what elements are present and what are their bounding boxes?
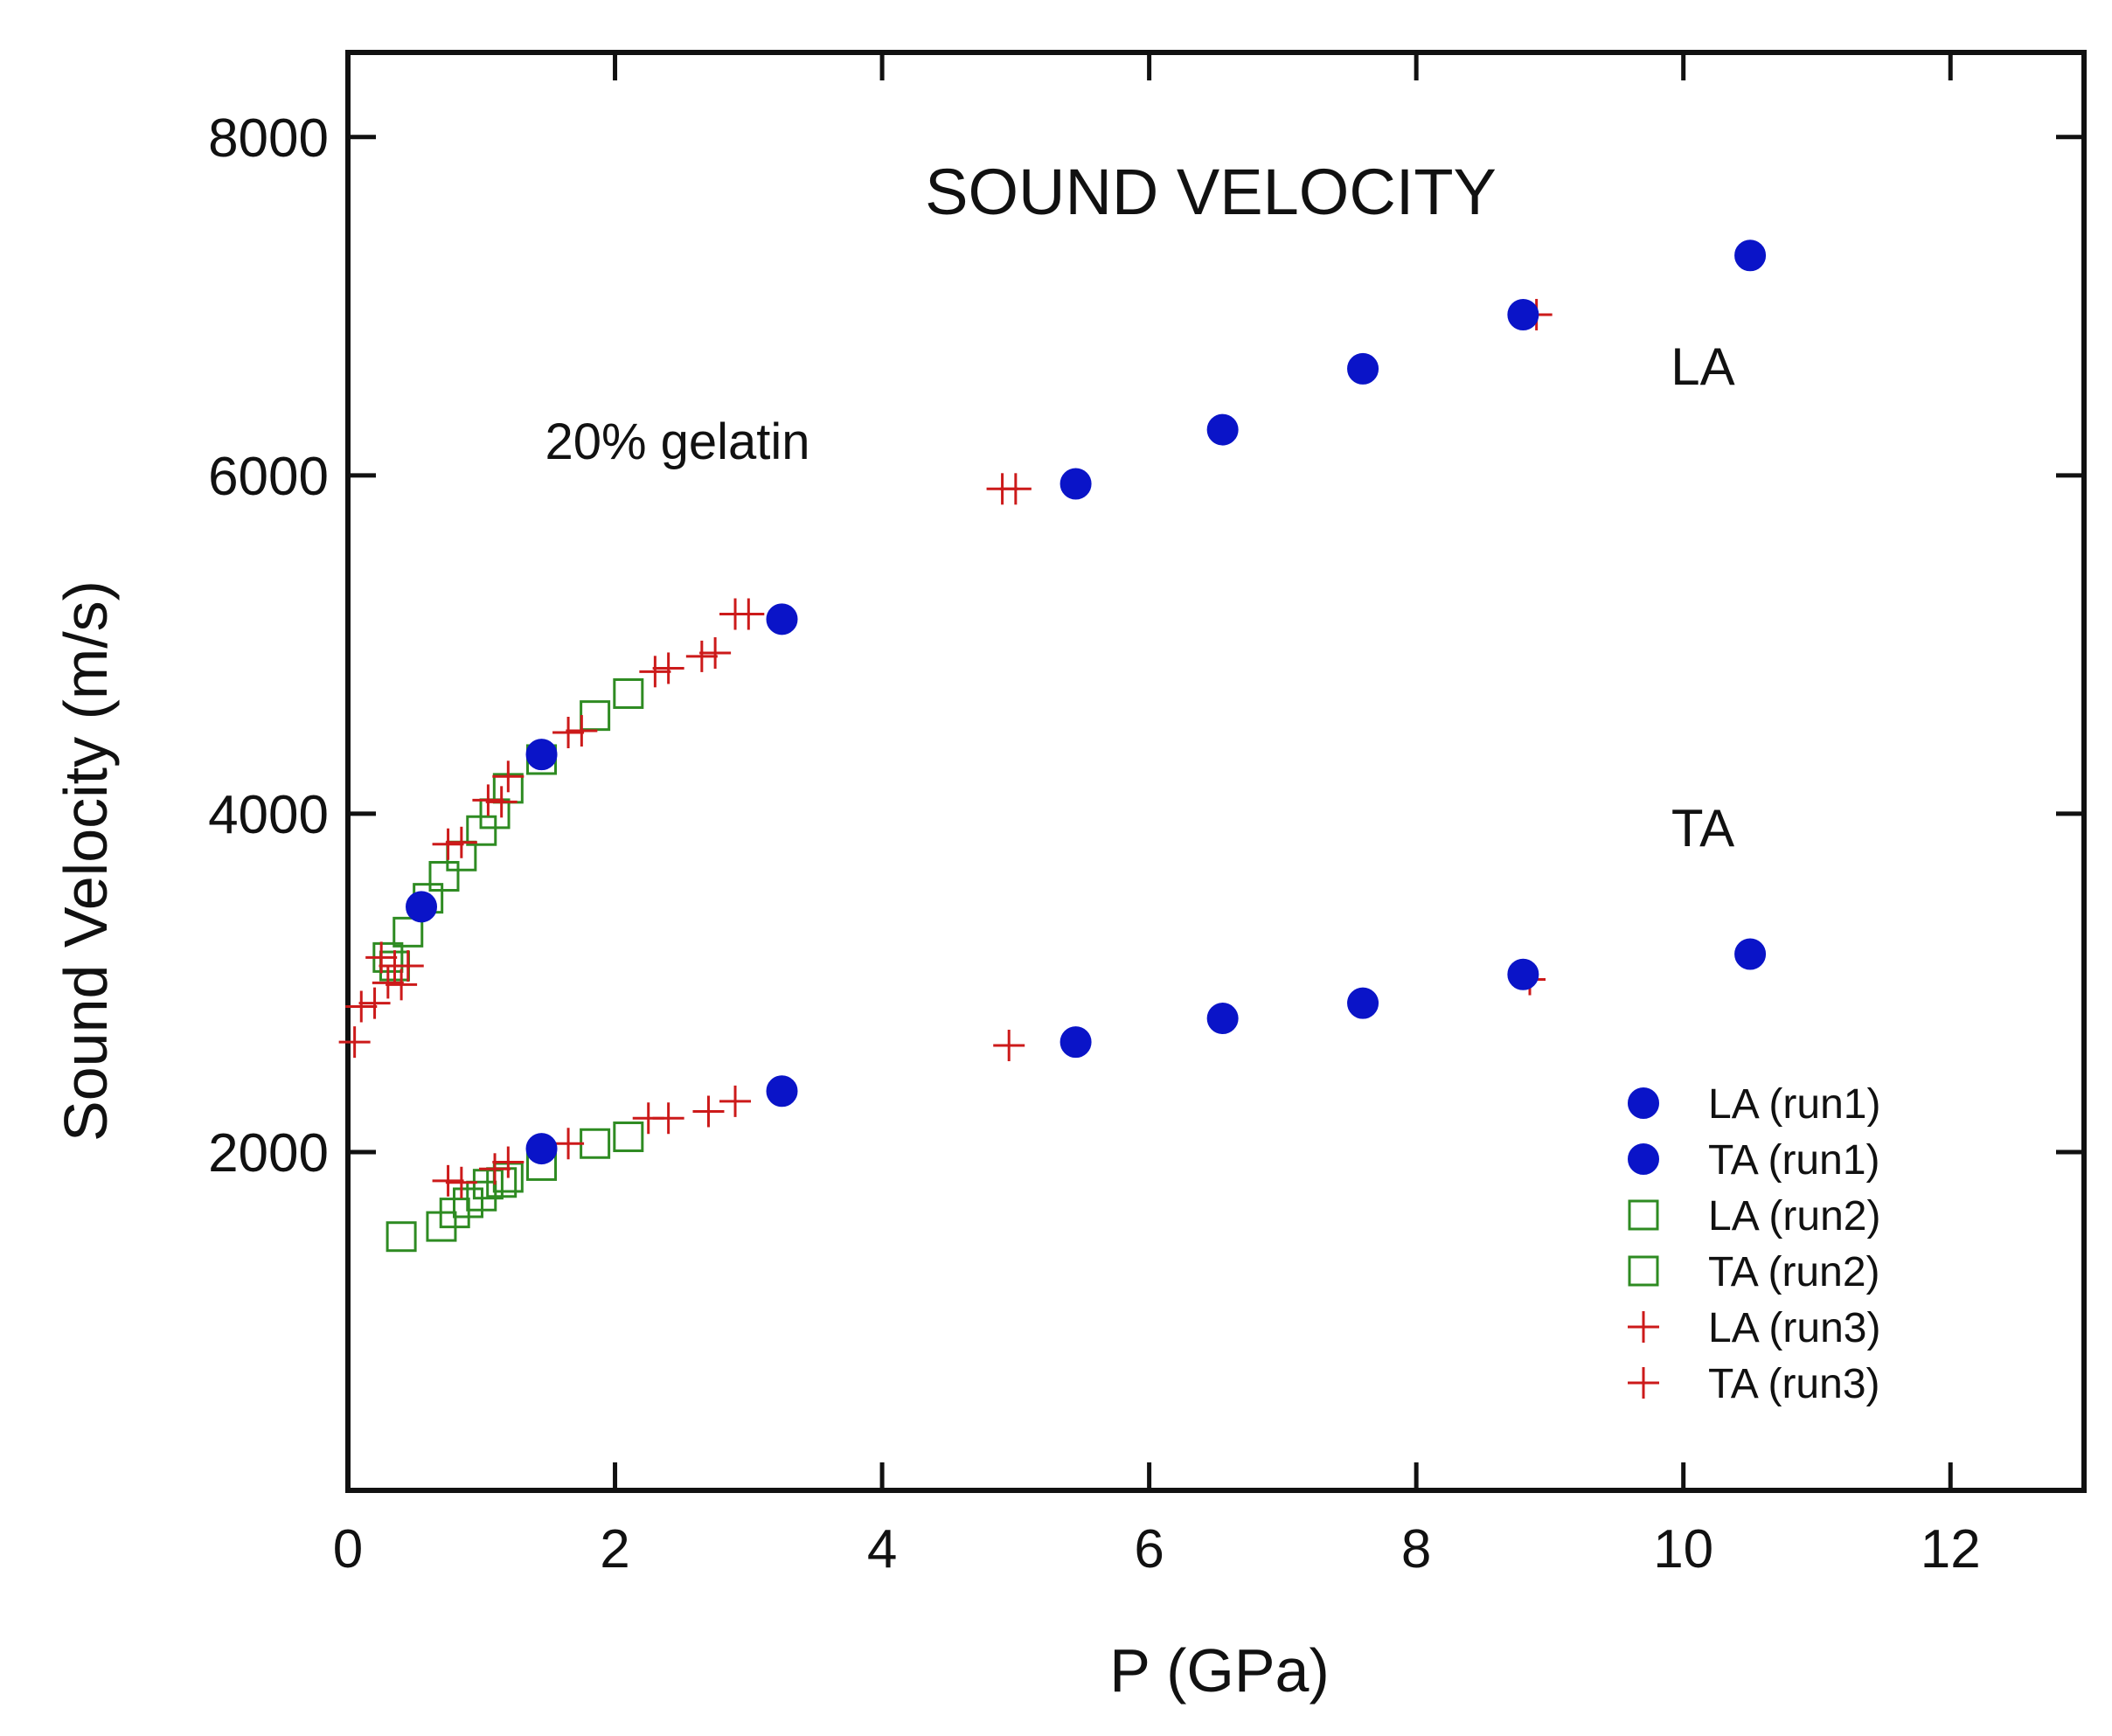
data-point bbox=[386, 969, 418, 1001]
data-point bbox=[566, 715, 598, 747]
data-point bbox=[372, 967, 404, 999]
series-la-run3 bbox=[338, 298, 1553, 1059]
data-point bbox=[613, 677, 644, 709]
legend-marker bbox=[1628, 1255, 1659, 1287]
data-point bbox=[472, 784, 504, 816]
data-point bbox=[692, 1095, 725, 1128]
plot-frame bbox=[345, 50, 2087, 1493]
data-point bbox=[1507, 958, 1539, 990]
y-tick-label: 6000 bbox=[208, 447, 329, 507]
data-point bbox=[479, 1153, 511, 1185]
data-point bbox=[358, 987, 391, 1019]
legend-marker bbox=[1628, 1311, 1659, 1343]
data-point bbox=[1507, 298, 1539, 330]
legend-label: LA (run3) bbox=[1708, 1305, 1880, 1351]
series-ta-run1 bbox=[525, 938, 1767, 1165]
legend-marker bbox=[1628, 1367, 1659, 1399]
axis-tick-labels: 0 2 4 6 8 10 12 2000 4000 6000 8000 bbox=[208, 108, 1981, 1580]
data-point bbox=[492, 760, 525, 793]
data-point bbox=[613, 1121, 644, 1153]
data-point bbox=[445, 826, 477, 858]
data-point bbox=[1059, 1026, 1092, 1059]
data-point bbox=[393, 916, 424, 948]
annotation-la: LA bbox=[1671, 337, 1734, 396]
data-point bbox=[392, 950, 424, 983]
data-point bbox=[766, 603, 798, 635]
data-point bbox=[428, 860, 460, 892]
legend-label: LA (run2) bbox=[1708, 1193, 1880, 1240]
legend-marker bbox=[1628, 1199, 1659, 1231]
legend-label: TA (run1) bbox=[1708, 1137, 1880, 1184]
data-point bbox=[999, 473, 1032, 505]
data-point bbox=[432, 828, 464, 860]
data-point bbox=[699, 637, 732, 670]
data-point bbox=[993, 1030, 1025, 1062]
annotation-sample: 20% gelatin bbox=[545, 413, 809, 470]
data-point bbox=[432, 1164, 464, 1197]
x-tick-label: 2 bbox=[600, 1519, 629, 1580]
y-tick-label: 8000 bbox=[208, 108, 329, 169]
series-la-run1 bbox=[406, 240, 1767, 923]
data-point bbox=[345, 990, 378, 1023]
data-point bbox=[580, 700, 611, 732]
series-la-run2 bbox=[372, 677, 644, 982]
y-axis-title: Sound Velocity (m/s) bbox=[52, 580, 120, 1142]
y-tick-label: 4000 bbox=[208, 785, 329, 845]
legend: LA (run1) TA (run1) LA (run2) TA (run2) LA (… bbox=[1628, 1081, 1880, 1407]
x-tick-label: 0 bbox=[333, 1519, 363, 1580]
data-point bbox=[580, 1128, 611, 1159]
series-ta-run3 bbox=[432, 963, 1546, 1198]
data-point bbox=[445, 1166, 477, 1198]
data-point bbox=[485, 786, 518, 818]
data-point bbox=[1059, 468, 1092, 500]
legend-label: TA (run2) bbox=[1708, 1249, 1880, 1295]
x-tick-label: 6 bbox=[1134, 1519, 1164, 1580]
legend-label: LA (run1) bbox=[1708, 1081, 1880, 1128]
data-point bbox=[338, 1026, 371, 1059]
data-point bbox=[1347, 352, 1379, 385]
data-point bbox=[719, 1085, 752, 1117]
annotation-ta: TA bbox=[1671, 799, 1734, 858]
data-point bbox=[386, 1221, 417, 1253]
axis-ticks bbox=[345, 52, 2084, 1490]
data-point bbox=[1734, 938, 1767, 970]
data-point bbox=[1206, 1003, 1239, 1035]
data-point bbox=[525, 739, 558, 771]
x-axis-title: P (GPa) bbox=[1109, 1636, 1330, 1705]
data-point bbox=[685, 640, 718, 672]
x-tick-label: 8 bbox=[1401, 1519, 1431, 1580]
data-point bbox=[1347, 987, 1379, 1019]
legend-marker bbox=[1628, 1087, 1659, 1119]
legend-marker bbox=[1628, 1143, 1659, 1175]
data-point bbox=[733, 598, 765, 630]
series-ta-run2 bbox=[386, 1121, 644, 1253]
data-point bbox=[365, 941, 398, 974]
data-point bbox=[766, 1075, 798, 1108]
data-point bbox=[652, 1102, 684, 1135]
data-point bbox=[406, 891, 438, 923]
data-points bbox=[338, 240, 1767, 1253]
data-point bbox=[552, 716, 585, 748]
data-point bbox=[1734, 240, 1767, 272]
data-point bbox=[639, 656, 671, 688]
legend-label: TA (run3) bbox=[1708, 1361, 1880, 1407]
data-point bbox=[1206, 413, 1239, 446]
x-tick-label: 4 bbox=[867, 1519, 897, 1580]
x-tick-label: 12 bbox=[1921, 1519, 1981, 1580]
data-point bbox=[552, 1128, 585, 1160]
data-point bbox=[525, 1133, 558, 1165]
y-tick-label: 2000 bbox=[208, 1123, 329, 1184]
chart-title: SOUND VELOCITY bbox=[925, 156, 1497, 228]
x-tick-label: 10 bbox=[1653, 1519, 1713, 1580]
data-point bbox=[492, 1146, 525, 1178]
data-point bbox=[652, 652, 684, 684]
